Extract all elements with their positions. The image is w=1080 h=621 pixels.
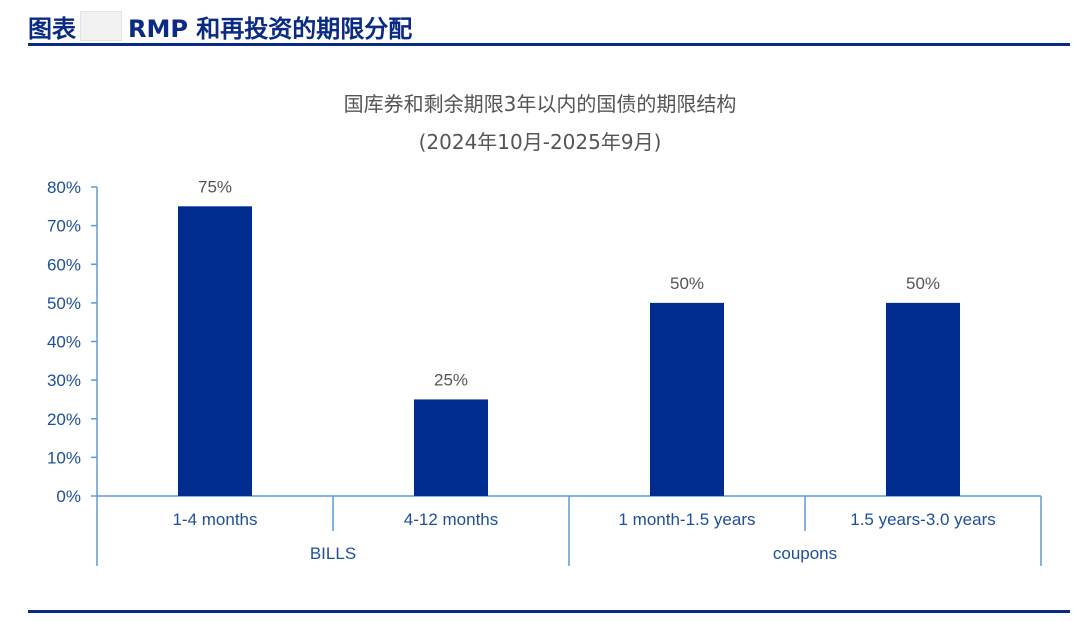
footer-divider <box>28 610 1070 613</box>
y-tick-label: 30% <box>47 371 81 390</box>
bar-value-label: 50% <box>670 274 704 293</box>
y-tick-label: 60% <box>47 255 81 274</box>
y-tick-label: 10% <box>47 448 81 467</box>
bar <box>414 399 488 496</box>
x-tick-label: 1 month-1.5 years <box>618 510 755 529</box>
x-tick-label: 4-12 months <box>404 510 499 529</box>
figure-number-box <box>80 11 122 41</box>
y-tick-label: 0% <box>56 487 81 506</box>
y-tick-label: 50% <box>47 294 81 313</box>
figure-label: 图表 <box>28 14 76 43</box>
group-label: BILLS <box>310 544 356 563</box>
bar <box>886 302 960 496</box>
y-tick-label: 80% <box>47 178 81 197</box>
bar-value-label: 75% <box>198 177 232 196</box>
y-tick-label: 20% <box>47 410 81 429</box>
y-tick-label: 70% <box>47 217 81 236</box>
chart-subtitle: (2024年10月-2025年9月) <box>418 130 662 154</box>
bar <box>650 302 724 496</box>
x-tick-label: 1-4 months <box>172 510 257 529</box>
group-label: coupons <box>773 544 837 563</box>
chart-title: 国库券和剩余期限3年以内的国债的期限结构 <box>343 92 737 116</box>
bar-value-label: 50% <box>906 274 940 293</box>
header-divider <box>28 43 1070 46</box>
bar-value-label: 25% <box>434 370 468 389</box>
figure-title: RMP 和再投资的期限分配 <box>128 14 413 43</box>
y-tick-label: 40% <box>47 333 81 352</box>
bar <box>178 206 252 496</box>
x-tick-label: 1.5 years-3.0 years <box>850 510 996 529</box>
figure-header: 图表 RMP 和再投资的期限分配 <box>28 8 412 44</box>
